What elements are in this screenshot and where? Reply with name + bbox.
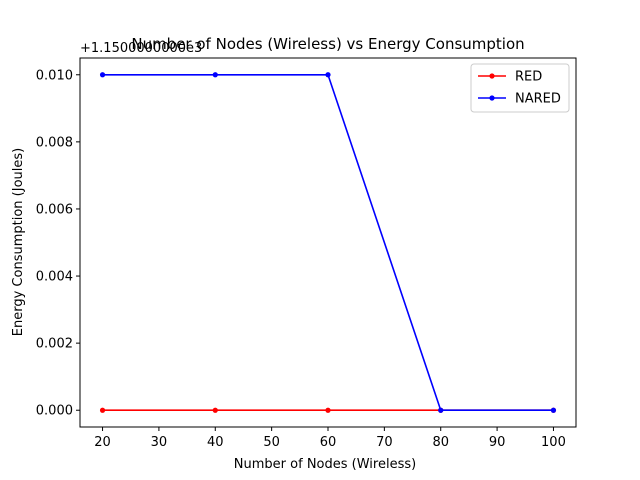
y-tick-label: 0.002 [36, 337, 73, 352]
series-point-nared [550, 407, 557, 413]
legend-label-nared: NARED [515, 92, 561, 107]
x-tick-label: 100 [541, 435, 566, 450]
y-tick-label: 0.004 [36, 270, 73, 285]
x-tick-label: 70 [376, 435, 393, 450]
x-tick-label: 80 [432, 435, 449, 450]
series-point-nared [212, 72, 218, 78]
series-point-nared [438, 407, 444, 413]
legend: RED NARED [470, 63, 570, 113]
y-axis-offset-text: +1.1500000000e3 [80, 41, 202, 56]
chart-title: Number of Nodes (Wireless) vs Energy Con… [131, 35, 524, 53]
x-tick-label: 40 [207, 435, 224, 450]
x-tick-label: 50 [263, 435, 280, 450]
series-point-nared [325, 72, 331, 78]
y-tick-label: 0.000 [36, 404, 73, 419]
legend-label-red: RED [515, 70, 542, 85]
series-point-red [99, 407, 106, 413]
y-tick-label: 0.006 [36, 202, 73, 217]
y-axis-ticks: 0.000 0.002 0.004 0.006 0.008 0.010 [36, 68, 80, 419]
legend-marker-nared [489, 95, 495, 101]
y-tick-label: 0.010 [36, 68, 73, 83]
x-axis-label: Number of Nodes (Wireless) [234, 457, 416, 472]
series-point-red [325, 407, 331, 413]
x-tick-label: 30 [151, 435, 168, 450]
x-tick-label: 20 [94, 435, 111, 450]
y-tick-label: 0.008 [36, 135, 73, 150]
series-point-nared [99, 72, 106, 78]
x-tick-label: 60 [320, 435, 337, 450]
legend-marker-red [489, 73, 495, 79]
series-layer [99, 72, 557, 413]
x-tick-label: 90 [489, 435, 506, 450]
y-axis-label: Energy Consumption (Joules) [11, 148, 26, 336]
x-axis-ticks: 20 30 40 50 60 70 80 90 100 [94, 427, 566, 450]
series-point-red [212, 407, 218, 413]
